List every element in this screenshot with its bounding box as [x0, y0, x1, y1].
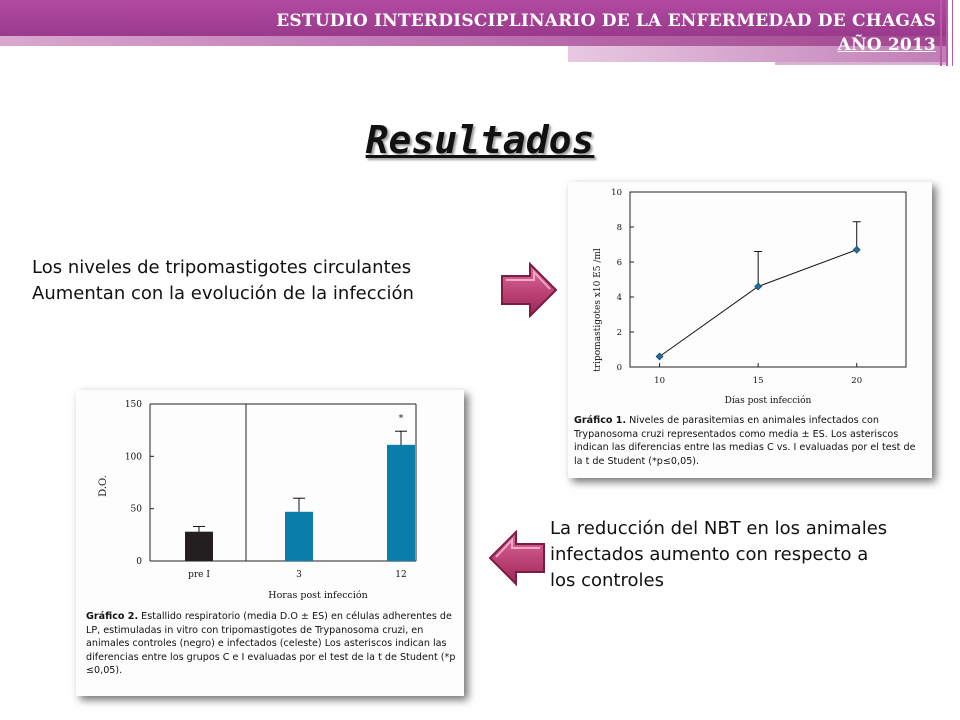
bar — [185, 531, 213, 561]
caption-label: Gráfico 1. — [574, 415, 627, 426]
figure-2: D.O. Horas post infección 0 50 100 150 pre I… — [76, 390, 464, 696]
header-banner: ESTUDIO INTERDISCIPLINARIO DE LA ENFERME… — [0, 0, 960, 70]
y-axis-label: D.O. — [98, 475, 109, 497]
result-text-2-line-2: infectados aumento con respecto a — [550, 544, 869, 565]
data-point — [655, 352, 664, 361]
x-axis-label: Días post infección — [725, 395, 812, 406]
x-tick-label: 12 — [395, 570, 406, 580]
header-line-2: AÑO 2013 — [837, 35, 936, 55]
y-tick-label: 2 — [617, 328, 622, 338]
plot-frame — [629, 191, 907, 368]
header-bar — [0, 0, 948, 36]
y-tick-label: 50 — [131, 505, 143, 515]
arrow-left-icon — [488, 530, 545, 586]
header-line-1: ESTUDIO INTERDISCIPLINARIO DE LA ENFERME… — [276, 11, 936, 31]
arrow-right-icon — [501, 262, 558, 318]
header-stripe-light — [568, 46, 948, 62]
data-point — [754, 282, 763, 291]
x-axis-label: Horas post infección — [268, 590, 367, 601]
header-stripe — [0, 36, 948, 46]
caption-text: Estallido respiratorio (media D.O ± ES) … — [86, 611, 456, 676]
y-tick-label: 100 — [125, 452, 142, 462]
bar — [285, 511, 313, 561]
figure-2-caption: Gráfico 2. Estallido respiratorio (media … — [86, 610, 458, 678]
header-divider — [940, 0, 942, 66]
caption-text: Niveles de parasitemias en animales infe… — [574, 415, 916, 467]
y-tick-label: 8 — [617, 223, 622, 233]
data-point — [852, 245, 861, 254]
x-tick-label: 3 — [296, 570, 302, 580]
y-tick-label: 0 — [617, 363, 622, 373]
y-tick-label: 10 — [611, 188, 622, 198]
header-divider — [952, 0, 953, 66]
bar-chart: D.O. Horas post infección 0 50 100 150 pre I… — [98, 400, 417, 601]
result-text-1: Los niveles de tripomastigotes circulant… — [32, 255, 502, 307]
header-title: ESTUDIO INTERDISCIPLINARIO DE LA ENFERME… — [276, 9, 936, 57]
x-tick-label: 15 — [753, 376, 764, 386]
significance-annotation: * — [399, 414, 404, 424]
bar — [387, 444, 415, 561]
result-text-2-line-3: los controles — [550, 570, 664, 591]
x-tick-label: pre I — [188, 570, 210, 580]
header-divider — [946, 0, 948, 66]
y-tick-label: 4 — [617, 293, 622, 303]
figure-1: tripomastigotes x10 E5 /ml Días post inf… — [568, 182, 932, 478]
x-tick-label: 10 — [654, 376, 665, 386]
page-title: Resultados — [365, 118, 595, 162]
caption-label: Gráfico 2. — [86, 611, 139, 622]
y-tick-label: 150 — [125, 400, 142, 410]
y-tick-label: 6 — [617, 258, 622, 268]
figure-1-caption: Gráfico 1. Niveles de parasitemias en ani… — [574, 414, 926, 468]
header-underline — [775, 62, 948, 65]
result-text-1-line-1: Los niveles de tripomastigotes circulant… — [32, 257, 412, 278]
result-text-1-line-2: Aumentan con la evolución de la infecció… — [32, 283, 414, 304]
result-text-2: La reducción del NBT en los animales inf… — [550, 516, 950, 594]
y-axis-label: tripomastigotes x10 E5 /ml — [593, 248, 603, 372]
y-tick-label: 0 — [136, 557, 142, 567]
line-chart: tripomastigotes x10 E5 /ml Días post inf… — [593, 188, 907, 406]
result-text-2-line-1: La reducción del NBT en los animales — [550, 518, 888, 539]
x-tick-label: 20 — [851, 376, 862, 386]
